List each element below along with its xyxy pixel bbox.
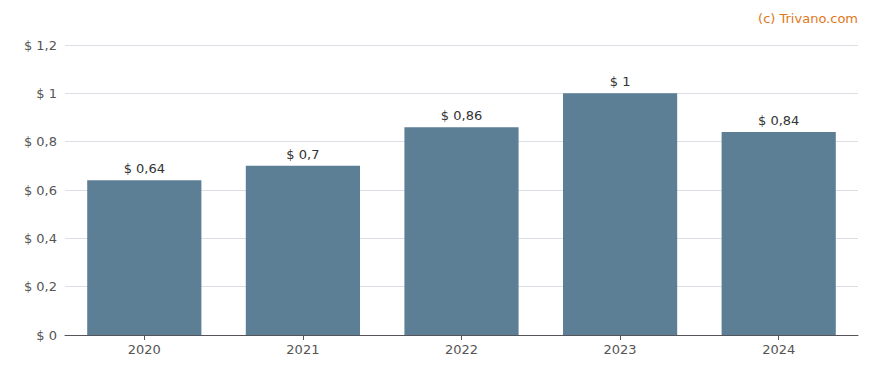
svg-text:2021: 2021	[286, 342, 319, 357]
svg-text:$ 0,84: $ 0,84	[758, 113, 799, 128]
svg-text:2020: 2020	[128, 342, 161, 357]
svg-text:$ 0,7: $ 0,7	[286, 147, 319, 162]
svg-text:2022: 2022	[445, 342, 478, 357]
svg-text:$ 0,64: $ 0,64	[124, 161, 165, 176]
svg-text:$ 0,2: $ 0,2	[24, 279, 57, 294]
svg-text:2023: 2023	[604, 342, 637, 357]
svg-text:$ 0,8: $ 0,8	[24, 134, 57, 149]
svg-text:$ 1: $ 1	[36, 86, 57, 101]
svg-text:(c) Trivano.com: (c) Trivano.com	[758, 11, 858, 26]
svg-text:$ 0: $ 0	[36, 328, 57, 343]
svg-text:$ 0,6: $ 0,6	[24, 183, 57, 198]
svg-text:$ 1,2: $ 1,2	[24, 38, 57, 53]
svg-text:2024: 2024	[762, 342, 795, 357]
svg-text:$ 0,86: $ 0,86	[441, 108, 482, 123]
svg-text:$ 0,4: $ 0,4	[24, 231, 57, 246]
svg-text:$ 1: $ 1	[610, 74, 631, 89]
